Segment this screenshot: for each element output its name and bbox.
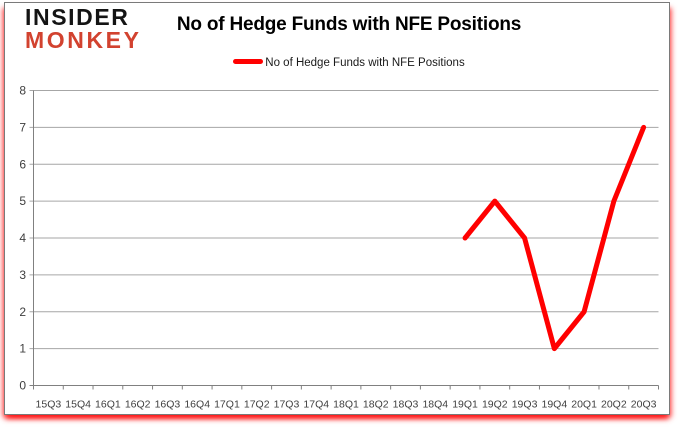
- y-tick-label: 3: [19, 268, 26, 282]
- x-tick-label: 16Q1: [95, 399, 121, 411]
- x-tick-label: 15Q3: [36, 399, 62, 411]
- x-tick-label: 18Q2: [363, 399, 389, 411]
- series-line: [462, 124, 647, 352]
- x-tick-label: 18Q1: [333, 399, 359, 411]
- y-tick-label: 5: [19, 194, 26, 208]
- x-tick-label: 17Q1: [214, 399, 240, 411]
- y-tick-label: 6: [19, 157, 26, 171]
- x-tick-label: 15Q4: [65, 399, 91, 411]
- x-tick-label: 17Q2: [244, 399, 270, 411]
- x-tick-label: 16Q4: [184, 399, 210, 411]
- chart-legend: No of Hedge Funds with NFE Positions: [120, 57, 578, 69]
- legend-line-swatch: [233, 59, 264, 65]
- x-tick-label: 17Q4: [303, 399, 329, 411]
- y-tick-label: 0: [19, 379, 26, 393]
- chart-title: No of Hedge Funds with NFE Positions: [176, 14, 522, 35]
- x-tick-label: 20Q2: [601, 399, 627, 411]
- legend-label: No of Hedge Funds with NFE Positions: [265, 57, 465, 69]
- x-axis-ticks: [33, 385, 659, 390]
- x-tick-label: 18Q3: [393, 399, 419, 411]
- x-tick-label: 17Q3: [274, 399, 300, 411]
- x-tick-label: 18Q4: [422, 399, 448, 411]
- x-tick-label: 20Q3: [631, 399, 657, 411]
- logo-word-monkey: MONKEY: [25, 26, 142, 53]
- x-tick-label: 20Q1: [571, 399, 597, 411]
- x-tick-label: 19Q3: [512, 399, 538, 411]
- y-tick-label: 2: [19, 305, 26, 319]
- x-tick-label: 19Q4: [541, 399, 567, 411]
- x-tick-label: 16Q2: [125, 399, 151, 411]
- logo-word-insider: INSIDER: [25, 4, 130, 30]
- x-axis-labels: 15Q3 15Q4 16Q1 16Q2 16Q3 16Q4 17Q1 17Q2 17Q3 17Q4…: [36, 399, 657, 411]
- insider-monkey-logo: INSIDER MONKEY: [25, 6, 142, 51]
- y-tick-label: 8: [19, 84, 26, 98]
- x-tick-label: 19Q1: [452, 399, 478, 411]
- x-tick-label: 19Q2: [482, 399, 508, 411]
- y-tick-label: 4: [19, 231, 26, 245]
- x-tick-label: 16Q3: [155, 399, 181, 411]
- y-tick-label: 7: [19, 120, 26, 134]
- gridlines: [29, 90, 659, 386]
- y-tick-label: 1: [19, 342, 26, 356]
- y-axis-labels: 0 1 2 3 4 5 6 7 8: [19, 84, 26, 393]
